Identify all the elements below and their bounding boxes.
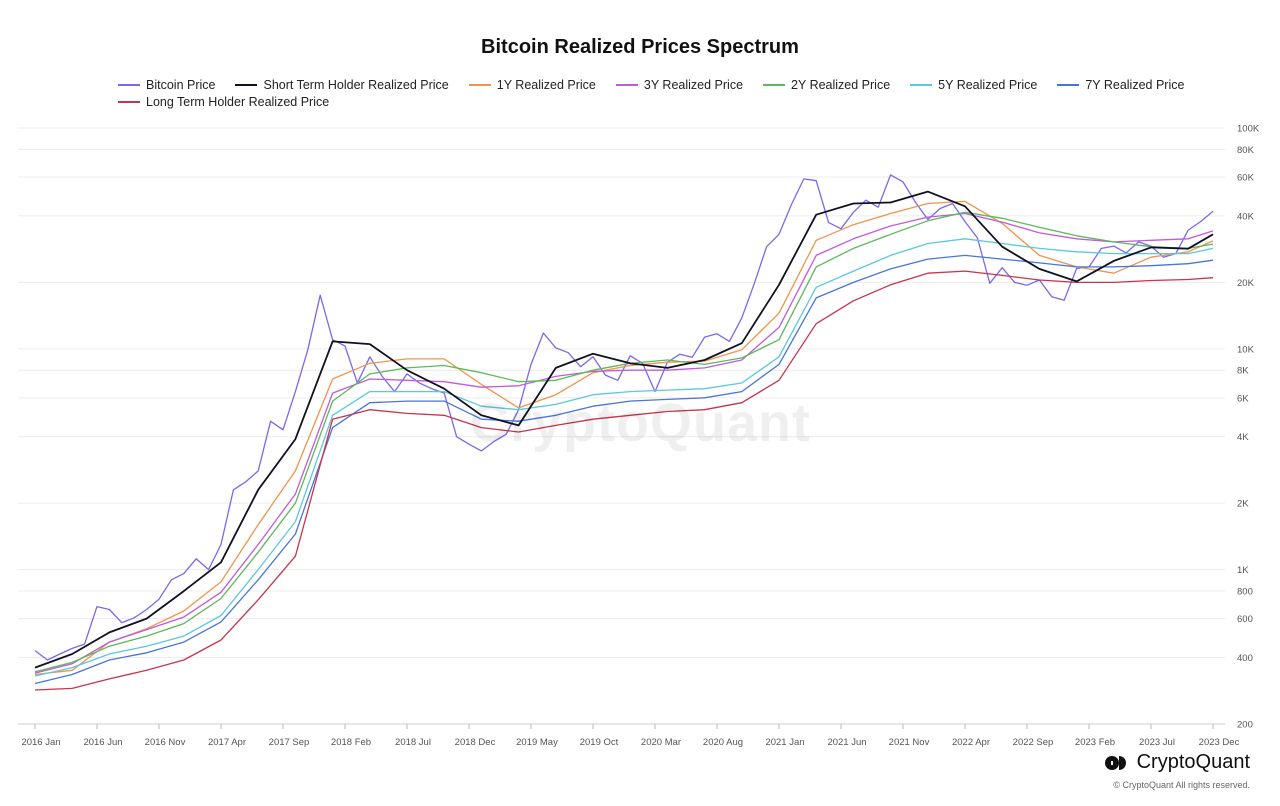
x-tick-label: 2023 Jul: [1139, 737, 1175, 748]
x-tick-label: 2019 May: [516, 737, 558, 748]
x-tick-label: 2020 Aug: [703, 737, 743, 748]
legend-item[interactable]: 2Y Realized Price: [763, 77, 891, 92]
y-tick-label: 6K: [1237, 393, 1249, 404]
legend-item[interactable]: 7Y Realized Price: [1057, 77, 1185, 92]
y-tick-label: 8K: [1237, 366, 1249, 377]
legend-label: Bitcoin Price: [146, 77, 216, 92]
y-tick-label: 400: [1237, 653, 1253, 664]
x-tick-label: 2020 Mar: [641, 737, 681, 748]
y-tick-label: 20K: [1237, 278, 1255, 289]
legend-swatch: [763, 83, 786, 86]
x-tick-label: 2018 Feb: [331, 737, 371, 748]
legend-item[interactable]: 3Y Realized Price: [615, 77, 744, 92]
y-tick-label: 80K: [1237, 145, 1255, 156]
cryptoquant-logo-icon: [1104, 755, 1126, 770]
long-term-holder-realized-price-line: [34, 270, 1214, 691]
x-tick-label: 2016 Jan: [21, 737, 60, 748]
legend-swatch: [118, 83, 140, 86]
x-axis: 2016 Jan 2016 Jun 2016 Nov 2017 Apr 2017 Sep…: [18, 723, 1240, 748]
legend-swatch: [615, 83, 638, 86]
legend-item[interactable]: 5Y Realized Price: [910, 77, 1038, 92]
5y-realized-price-line: [34, 238, 1214, 677]
x-tick-label: 2021 Jan: [765, 737, 804, 748]
x-tick-label: 2021 Jun: [827, 737, 866, 748]
legend-label: 3Y Realized Price: [643, 77, 744, 92]
y-tick-label: 600: [1237, 614, 1253, 625]
legend-item[interactable]: Bitcoin Price: [118, 77, 216, 92]
y-tick-label: 2K: [1237, 499, 1249, 510]
brand: CryptoQuant: [1104, 751, 1250, 774]
y-tick-label: 100K: [1237, 124, 1260, 135]
x-tick-label: 2022 Apr: [952, 737, 990, 748]
y-tick-label: 40K: [1237, 211, 1255, 222]
y-axis: 200 400 600 800 1K 2K 4K 6K 8K 10K 20K 40K 60K 80K 100…: [1237, 124, 1260, 731]
x-tick-label: 2017 Sep: [269, 737, 310, 748]
3y-realized-price-line: [34, 212, 1214, 674]
short-term-holder-realized-price-line: [34, 190, 1214, 669]
legend-label: 5Y Realized Price: [938, 77, 1038, 92]
y-tick-label: 200: [1237, 720, 1253, 731]
copyright: © CryptoQuant All rights reserved.: [1113, 780, 1250, 790]
x-tick-label: 2023 Dec: [1199, 737, 1240, 748]
x-tick-label: 2018 Dec: [455, 737, 496, 748]
legend-swatch: [1057, 83, 1080, 86]
1y-realized-price-line: [34, 200, 1214, 676]
x-tick-label: 2016 Jun: [83, 737, 122, 748]
y-tick-label: 10K: [1237, 344, 1255, 355]
legend-label: 1Y Realized Price: [496, 77, 596, 92]
y-tick-label: 60K: [1237, 172, 1255, 183]
x-tick-label: 2018 Jul: [395, 737, 431, 748]
grid-lines: [18, 127, 1225, 725]
legend-label: 7Y Realized Price: [1085, 77, 1185, 92]
x-tick-label: 2021 Nov: [889, 737, 930, 748]
x-tick-label: 2023 Feb: [1075, 737, 1115, 748]
legend-item[interactable]: Long Term Holder Realized Price: [118, 94, 330, 109]
y-tick-label: 4K: [1237, 432, 1249, 443]
legend-item[interactable]: Short Term Holder Realized Price: [235, 77, 449, 92]
legend-swatch: [118, 100, 140, 103]
legend-swatch: [235, 83, 258, 86]
bitcoin-price-line: [34, 174, 1214, 661]
legend-item[interactable]: 1Y Realized Price: [468, 77, 596, 92]
legend-label: Long Term Holder Realized Price: [146, 94, 330, 109]
legend-swatch: [468, 83, 491, 86]
x-tick-label: 2016 Nov: [145, 737, 186, 748]
y-tick-label: 1K: [1237, 565, 1249, 576]
x-tick-label: 2022 Sep: [1013, 737, 1054, 748]
y-tick-label: 800: [1237, 587, 1253, 598]
legend-swatch: [910, 83, 933, 86]
legend-label: 2Y Realized Price: [791, 77, 891, 92]
chart-title: Bitcoin Realized Prices Spectrum: [481, 36, 799, 58]
chart-legend: Bitcoin Price Short Term Holder Realized …: [118, 77, 1198, 109]
7y-realized-price-line: [34, 254, 1214, 685]
x-tick-label: 2019 Oct: [580, 737, 619, 748]
x-tick-label: 2017 Apr: [208, 737, 246, 748]
legend-label: Short Term Holder Realized Price: [263, 77, 449, 92]
brand-name: CryptoQuant: [1136, 751, 1250, 773]
series-layer: [34, 174, 1214, 691]
